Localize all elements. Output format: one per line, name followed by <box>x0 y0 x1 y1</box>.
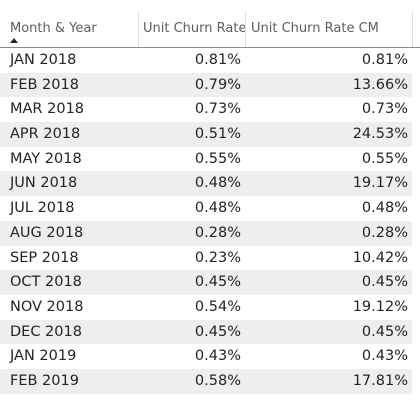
cell-unit-churn-rate-cm: 10.42% <box>352 249 408 266</box>
cell-unit-churn-rate: 0.73% <box>194 101 241 118</box>
table-row[interactable]: FEB 2018 0.79% 13.66% <box>0 72 412 98</box>
cell-month-year: JAN 2019 <box>10 348 77 365</box>
cell-month-year: FEB 2018 <box>10 76 79 93</box>
table-row[interactable]: MAY 2018 0.55% 0.55% <box>0 147 412 172</box>
cell-unit-churn-rate-cm: 19.12% <box>352 298 408 315</box>
table-row[interactable]: MAR 2018 0.73% 0.73% <box>0 97 412 122</box>
cell-month-year: JUN 2018 <box>10 175 78 192</box>
cell-unit-churn-rate: 0.81% <box>194 52 241 68</box>
cell-month-year: APR 2018 <box>10 126 81 143</box>
cell-unit-churn-rate-cm: 0.81% <box>361 52 408 68</box>
cell-unit-churn-rate-cm: 17.81% <box>352 372 408 389</box>
cell-month-year: JUL 2018 <box>10 200 75 217</box>
cell-unit-churn-rate: 0.43% <box>194 348 241 365</box>
cell-unit-churn-rate-cm: 0.45% <box>361 274 408 291</box>
cell-unit-churn-rate-cm: 19.17% <box>352 175 408 192</box>
table-body: JAN 2018 0.81% 0.81% FEB 2018 0.79% 13.66% MAR… <box>0 48 412 394</box>
table-row[interactable]: NOV 2018 0.54% 19.12% <box>0 295 412 320</box>
cell-unit-churn-rate-cm: 13.66% <box>352 76 408 93</box>
table-right-edge <box>412 48 420 405</box>
cell-unit-churn-rate-cm: 0.45% <box>361 323 408 340</box>
table-header: Month & Year Unit Churn Rate Unit Churn … <box>0 12 420 48</box>
table-row[interactable]: JAN 2018 0.81% 0.81% <box>0 48 412 73</box>
table-row[interactable]: JUL 2018 0.48% 0.48% <box>0 196 412 221</box>
cell-unit-churn-rate-cm: 24.53% <box>352 126 408 143</box>
table-row[interactable]: AUG 2018 0.28% 0.28% <box>0 220 412 246</box>
cell-month-year: AUG 2018 <box>10 224 84 241</box>
cell-unit-churn-rate-cm: 0.55% <box>361 150 408 167</box>
cell-unit-churn-rate: 0.48% <box>194 200 241 217</box>
column-header-label: Month & Year <box>10 21 97 36</box>
cell-month-year: SEP 2018 <box>10 249 79 266</box>
cell-unit-churn-rate: 0.51% <box>194 126 241 143</box>
sort-ascending-icon[interactable] <box>10 38 18 43</box>
cell-month-year: MAR 2018 <box>10 101 85 118</box>
table-row[interactable]: JUN 2018 0.48% 19.17% <box>0 171 412 197</box>
cell-unit-churn-rate: 0.23% <box>194 249 241 266</box>
cell-unit-churn-rate: 0.55% <box>194 150 241 167</box>
cell-unit-churn-rate-cm: 0.28% <box>361 224 408 241</box>
cell-month-year: MAY 2018 <box>10 150 82 167</box>
cell-month-year: FEB 2019 <box>10 372 79 389</box>
cell-unit-churn-rate: 0.54% <box>194 298 241 315</box>
column-header-unit-churn-rate-cm[interactable]: Unit Churn Rate CM <box>245 12 412 47</box>
cell-month-year: DEC 2018 <box>10 323 82 340</box>
column-header-label: Unit Churn Rate <box>143 21 245 36</box>
cell-unit-churn-rate: 0.45% <box>194 323 241 340</box>
cell-unit-churn-rate-cm: 0.73% <box>361 101 408 118</box>
cell-unit-churn-rate: 0.45% <box>194 274 241 291</box>
table-row[interactable]: SEP 2018 0.23% 10.42% <box>0 246 412 271</box>
table-row[interactable]: JAN 2019 0.43% 0.43% <box>0 344 412 369</box>
table-row[interactable]: DEC 2018 0.45% 0.45% <box>0 319 412 345</box>
cell-unit-churn-rate-cm: 0.48% <box>361 200 408 217</box>
column-header-label: Unit Churn Rate CM <box>251 21 379 36</box>
column-header-month-year[interactable]: Month & Year <box>0 12 138 47</box>
cell-unit-churn-rate: 0.79% <box>194 76 241 93</box>
column-header-unit-churn-rate[interactable]: Unit Churn Rate <box>138 12 245 47</box>
cell-month-year: NOV 2018 <box>10 298 84 315</box>
cell-month-year: OCT 2018 <box>10 274 82 291</box>
table-row[interactable]: FEB 2019 0.58% 17.81% <box>0 368 412 394</box>
cell-unit-churn-rate: 0.48% <box>194 175 241 192</box>
cell-unit-churn-rate-cm: 0.43% <box>361 348 408 365</box>
table-row[interactable]: APR 2018 0.51% 24.53% <box>0 122 412 147</box>
table-row[interactable]: OCT 2018 0.45% 0.45% <box>0 270 412 295</box>
cell-unit-churn-rate: 0.28% <box>194 224 241 241</box>
column-header-truncated[interactable] <box>412 12 420 47</box>
cell-month-year: JAN 2018 <box>10 52 77 68</box>
cell-unit-churn-rate: 0.58% <box>194 372 241 389</box>
